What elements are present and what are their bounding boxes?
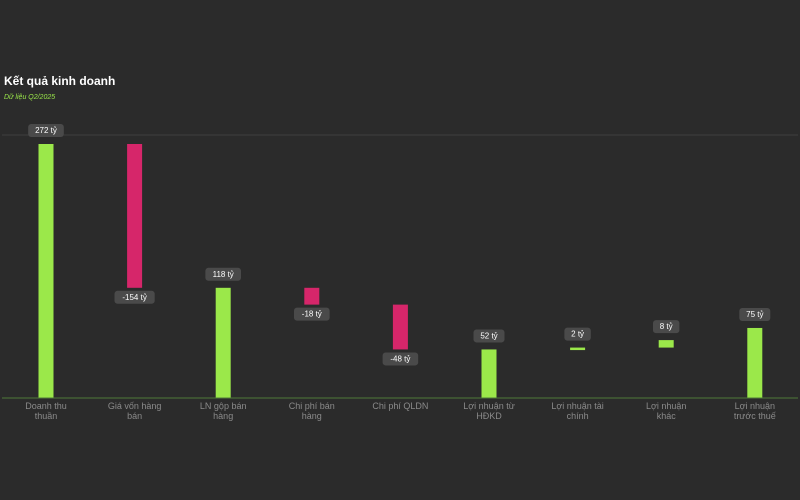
data-label: -48 tỷ xyxy=(390,354,410,363)
x-tick-label: Lợi nhuận trước thuế xyxy=(734,401,776,421)
x-tick-label-line: Lợi nhuận tài xyxy=(551,401,603,411)
x-tick-label-line: thuần xyxy=(35,411,58,421)
data-label-box xyxy=(205,267,241,281)
data-label-box xyxy=(294,307,330,321)
data-label: -154 tỷ xyxy=(122,293,146,302)
bar xyxy=(658,340,674,348)
data-label-box xyxy=(473,329,505,343)
data-label-box xyxy=(382,352,419,366)
chart-subtitle: Dữ liệu Q2/2025 xyxy=(4,94,56,101)
x-tick-label-line: chính xyxy=(567,411,589,421)
chart-title: Kết quả kinh doanh xyxy=(4,74,116,88)
x-tick-label-line: trước thuế xyxy=(734,411,776,421)
data-label-box xyxy=(739,307,771,321)
x-tick-label-line: HĐKD xyxy=(476,411,502,421)
data-label: 8 tỷ xyxy=(660,322,673,331)
data-label: 2 tỷ xyxy=(571,330,584,339)
data-label-box xyxy=(28,124,64,137)
x-tick-label: Giá vốn hàng bán xyxy=(108,401,162,421)
x-tick-label: Doanh thu thuần xyxy=(25,401,67,421)
x-tick-label-line: hàng xyxy=(213,411,233,421)
x-tick-label-line: Doanh thu xyxy=(25,401,67,411)
x-tick-label: LN gộp bán hàng xyxy=(200,401,247,421)
data-label: -18 tỷ xyxy=(302,310,322,319)
data-label-box xyxy=(564,327,591,341)
x-tick-label-line: Lợi nhuận từ xyxy=(463,401,514,411)
x-tick-label: Chi phí QLDN xyxy=(372,401,428,411)
x-tick-label-line: hàng xyxy=(302,411,322,421)
data-label-box xyxy=(653,320,680,334)
x-tick-label-line: bán xyxy=(127,411,142,421)
x-tick-label-line: Lợi nhuận xyxy=(735,401,775,411)
bar xyxy=(127,144,143,288)
data-label: 272 tỷ xyxy=(35,126,57,135)
bar xyxy=(392,304,408,350)
x-tick-label-line: Giá vốn hàng xyxy=(108,401,162,411)
x-tick-label: Chi phí bán hàng xyxy=(289,401,335,421)
x-tick-label-line: LN gộp bán xyxy=(200,401,247,411)
x-tick-label: Lợi nhuận từ HĐKD xyxy=(463,401,514,421)
bar xyxy=(38,144,54,398)
bar xyxy=(215,287,231,398)
x-tick-label-line: khác xyxy=(657,411,677,421)
bar xyxy=(481,349,497,398)
data-label-box xyxy=(114,290,155,304)
bar xyxy=(747,327,763,398)
x-tick-label-line: Chi phí QLDN xyxy=(372,401,428,411)
data-label: 118 tỷ xyxy=(213,270,234,279)
x-tick-label-line: Lợi nhuận xyxy=(646,401,686,411)
data-label: 75 tỷ xyxy=(746,310,763,319)
bar xyxy=(570,347,586,351)
x-tick-label-line: Chi phí bán xyxy=(289,401,335,411)
x-tick-label: Lợi nhuận tài chính xyxy=(551,401,603,421)
data-label: 52 tỷ xyxy=(480,331,497,340)
bar xyxy=(304,287,320,305)
x-tick-label: Lợi nhuận khác xyxy=(646,401,686,421)
